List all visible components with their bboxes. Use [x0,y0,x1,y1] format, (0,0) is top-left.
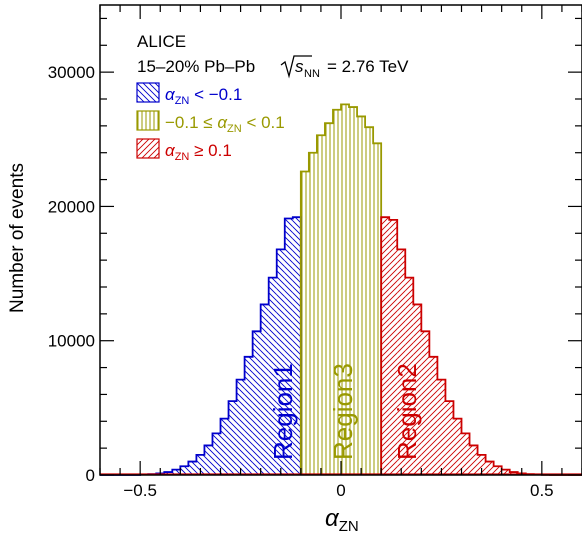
region1-label: Region1 [268,363,298,460]
x-axis-label-text: αZN [325,505,359,535]
histogram-bin [389,219,398,475]
histogram-bin [357,116,366,475]
histogram-bin [188,461,197,475]
histogram-bin [324,123,333,476]
x-tick-label: 0.5 [530,481,554,500]
collision-info: 15–20% Pb–Pb s NN = 2.76 TeV [137,55,409,80]
centrality-system-label: 15–20% Pb–Pb [137,57,255,76]
legend-label-region1: αZN < −0.1 [165,85,242,107]
sqrt-s-symbol: s NN [280,55,320,80]
histogram-bin [292,217,301,475]
histogram-bin [349,107,358,476]
legend-label-region2: αZN ≥ 0.1 [165,141,232,163]
legend-swatch-region3 [136,110,160,131]
y-tick-label: 30000 [48,63,95,82]
histogram-bin [493,466,502,475]
region2-label: Region2 [392,363,422,460]
axis-ticks: 0 10000 20000 30000 −0.5 0 0.5 [48,5,582,500]
histogram-bin [429,356,438,475]
legend: αZN < −0.1 −0.1 ≤ αZN < 0.1 αZN ≥ 0.1 [136,82,285,163]
experiment-label: ALICE [137,32,186,51]
histogram-bin [196,454,205,475]
histogram-bin [421,331,430,475]
histogram-bin [365,127,374,475]
histogram-bin [413,304,422,475]
histogram-bin [477,454,486,475]
x-tick-label: 0 [336,481,345,500]
energy-label: = 2.76 TeV [327,57,409,76]
histogram-bin [244,356,253,475]
histogram-bin [276,249,285,475]
histogram-bin [461,433,470,475]
y-tick-label: 0 [86,466,95,485]
histogram-bin [341,104,350,475]
y-axis-label: Number of events [7,163,28,313]
histogram-bin [332,109,341,475]
histogram-bin [236,379,245,475]
histogram-bin [268,277,277,475]
legend-swatch-region2 [136,138,160,159]
histogram-bin [220,418,229,475]
histogram-bin [316,135,325,475]
x-tick-label: −0.5 [123,481,157,500]
histogram-bin [453,418,462,475]
x-axis-label: αZN [325,505,359,535]
y-tick-label: 20000 [48,197,95,216]
histogram-bin [405,277,414,475]
histogram-bin [308,152,317,475]
histogram-bin [172,469,181,475]
histogram-bin [300,171,309,475]
y-tick-label: 10000 [48,332,95,351]
histogram-bin [437,379,446,475]
sqrt-s-letter: s [295,57,304,76]
histogram-bin [469,445,478,475]
histogram-bin [381,217,390,475]
histogram-bin [397,249,406,475]
histogram-bin [180,466,189,475]
histogram-bin [445,401,454,475]
sqrt-sign [280,55,312,79]
legend-swatch-region1 [136,82,160,103]
sqrt-s-subscript: NN [304,68,320,80]
histogram-bin [252,331,261,475]
histogram-bin [485,461,494,475]
histogram-bin [284,218,293,475]
histogram-bin [228,401,237,475]
legend-label-region3: −0.1 ≤ αZN < 0.1 [165,113,285,135]
histogram-bin [373,143,382,476]
histogram-bin [212,433,221,475]
histogram-bin [260,304,269,475]
histogram-bin [501,469,510,475]
histogram-bin [204,445,213,475]
histogram-outline-region3 [299,103,383,475]
histogram-regions [140,104,550,476]
region3-label: Region3 [328,363,358,460]
